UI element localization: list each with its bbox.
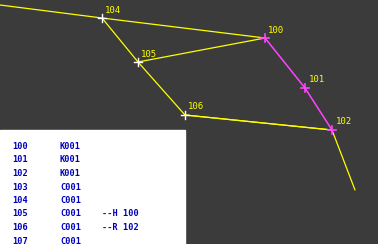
Text: C001: C001 (60, 210, 81, 218)
Text: 100: 100 (12, 142, 28, 151)
Text: 100: 100 (268, 26, 284, 35)
Text: C001: C001 (60, 223, 81, 232)
Text: 103: 103 (12, 183, 28, 192)
Text: 107: 107 (12, 236, 28, 244)
Text: K001: K001 (60, 155, 81, 164)
Text: 101: 101 (309, 75, 325, 84)
Text: K001: K001 (60, 169, 81, 178)
Text: C001: C001 (60, 183, 81, 192)
Text: 104: 104 (12, 196, 28, 205)
Text: 102: 102 (12, 169, 28, 178)
Text: 106: 106 (188, 102, 204, 111)
Text: 104: 104 (105, 6, 121, 15)
Text: 105: 105 (12, 210, 28, 218)
Bar (0, 130, 185, 244)
Text: 101: 101 (12, 155, 28, 164)
Text: 105: 105 (141, 50, 157, 59)
Text: K001: K001 (60, 142, 81, 151)
Text: C001: C001 (60, 236, 81, 244)
Text: 106: 106 (12, 223, 28, 232)
Text: 102: 102 (336, 117, 352, 126)
Text: --R 102: --R 102 (102, 223, 139, 232)
Text: C001: C001 (60, 196, 81, 205)
Text: --H 100: --H 100 (102, 210, 139, 218)
